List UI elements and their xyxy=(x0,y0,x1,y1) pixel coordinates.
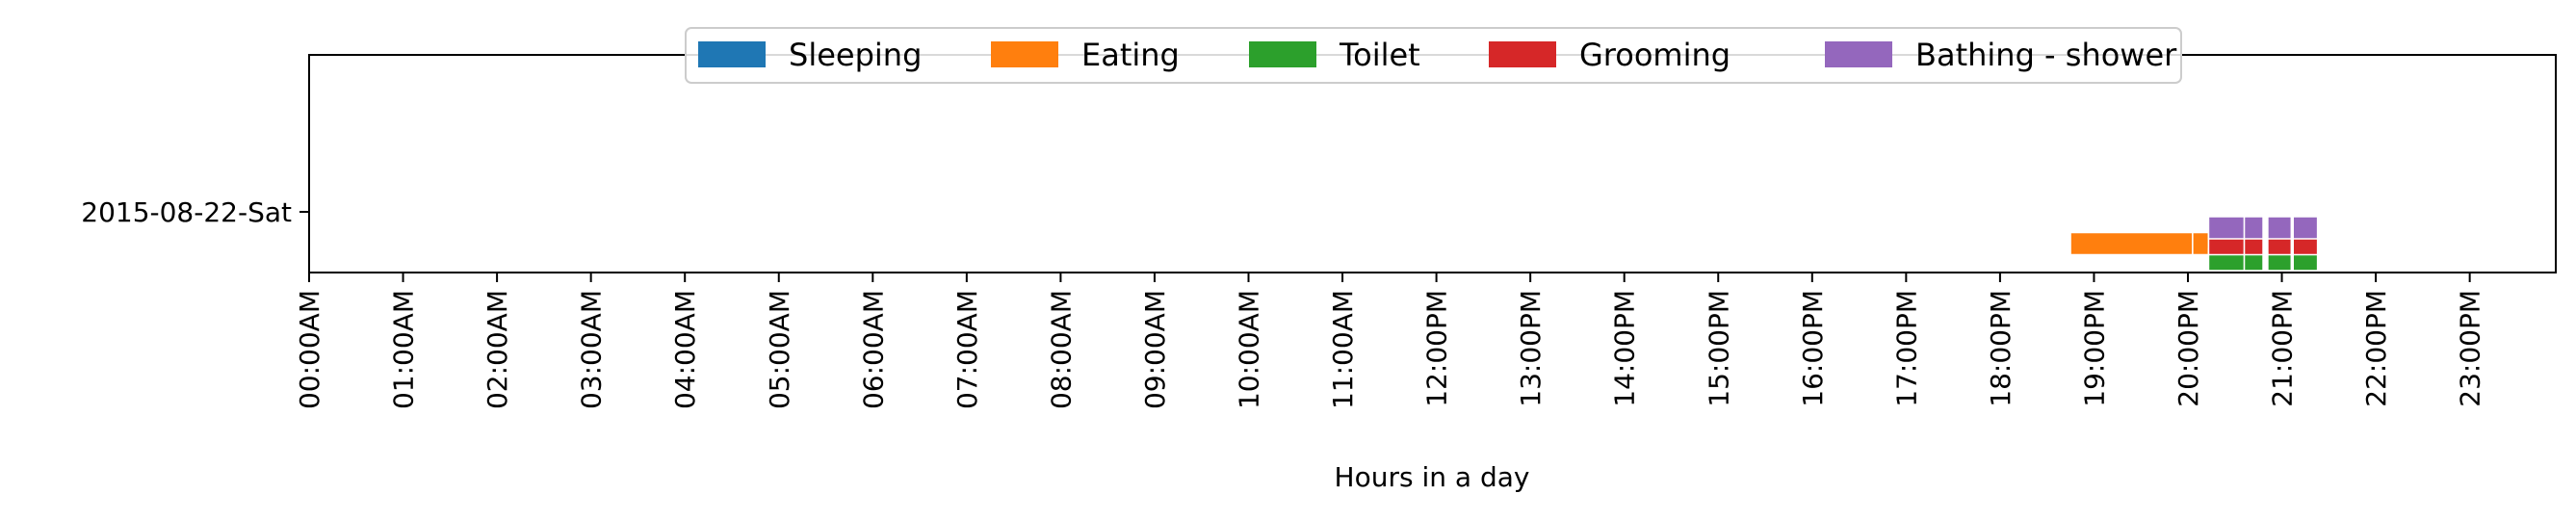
x-tick-label: 19:00PM xyxy=(2078,290,2110,407)
x-tick-label: 04:00AM xyxy=(669,290,701,409)
x-tick-label: 17:00PM xyxy=(1890,290,1922,407)
legend-label: Toilet xyxy=(1339,37,1420,73)
x-tick-label: 00:00AM xyxy=(294,290,325,409)
x-tick-label: 18:00PM xyxy=(1985,290,2017,407)
x-tick-label: 22:00PM xyxy=(2360,290,2392,407)
legend-swatch-sleeping xyxy=(698,41,766,67)
legend-label: Eating xyxy=(1081,37,1180,73)
legend-swatch-eating xyxy=(991,41,1058,67)
x-tick-label: 03:00AM xyxy=(576,290,608,409)
x-tick-label: 05:00AM xyxy=(764,290,795,409)
legend-swatch-toilet xyxy=(1249,41,1316,67)
legend-swatch-grooming xyxy=(1489,41,1556,67)
x-axis-title: Hours in a day xyxy=(1335,461,1530,493)
x-tick-label: 23:00PM xyxy=(2455,290,2486,407)
y-tick-label: 2015-08-22-Sat xyxy=(81,196,292,228)
x-tick-label: 01:00AM xyxy=(388,290,420,409)
legend-label: Sleeping xyxy=(789,37,922,73)
legend-swatch-bathing-shower xyxy=(1825,41,1892,67)
legend-label: Bathing - shower xyxy=(1915,37,2177,73)
x-tick-label: 15:00PM xyxy=(1703,290,1734,407)
legend: Sleeping Eating Toilet Grooming Bathing - sh… xyxy=(685,27,2182,84)
x-tick-label: 08:00AM xyxy=(1045,290,1077,409)
bar-bathing-shower-2 xyxy=(2267,216,2293,240)
bar-bathing-shower-3 xyxy=(2292,216,2319,240)
x-tick-label: 16:00PM xyxy=(1797,290,1829,407)
bar-eating-1 xyxy=(2192,231,2210,256)
x-tick-label: 09:00AM xyxy=(1139,290,1171,409)
x-tick-label: 10:00AM xyxy=(1234,290,1265,409)
x-tick-label: 14:00PM xyxy=(1609,290,1641,407)
x-tick-label: 21:00PM xyxy=(2267,290,2299,407)
y-axis: 2015-08-22-Sat xyxy=(81,196,309,228)
x-tick-label: 12:00PM xyxy=(1421,290,1453,407)
x-tick-label: 20:00PM xyxy=(2173,290,2204,407)
x-tick-label: 13:00PM xyxy=(1515,290,1547,407)
legend-box xyxy=(685,27,2182,84)
x-tick-label: 06:00AM xyxy=(857,290,889,409)
x-tick-label: 02:00AM xyxy=(481,290,513,409)
x-axis: 00:00AM 01:00AM 02:00AM 03:00AM 04:00AM 05:00… xyxy=(294,273,2486,409)
x-tick-label: 11:00AM xyxy=(1327,290,1359,409)
bar-eating-0 xyxy=(2069,231,2194,256)
bar-bathing-shower-1 xyxy=(2243,216,2264,240)
legend-label: Grooming xyxy=(1579,37,1730,73)
x-tick-label: 07:00AM xyxy=(951,290,983,409)
activity-bars xyxy=(2069,216,2319,272)
bar-bathing-shower-0 xyxy=(2207,216,2246,240)
